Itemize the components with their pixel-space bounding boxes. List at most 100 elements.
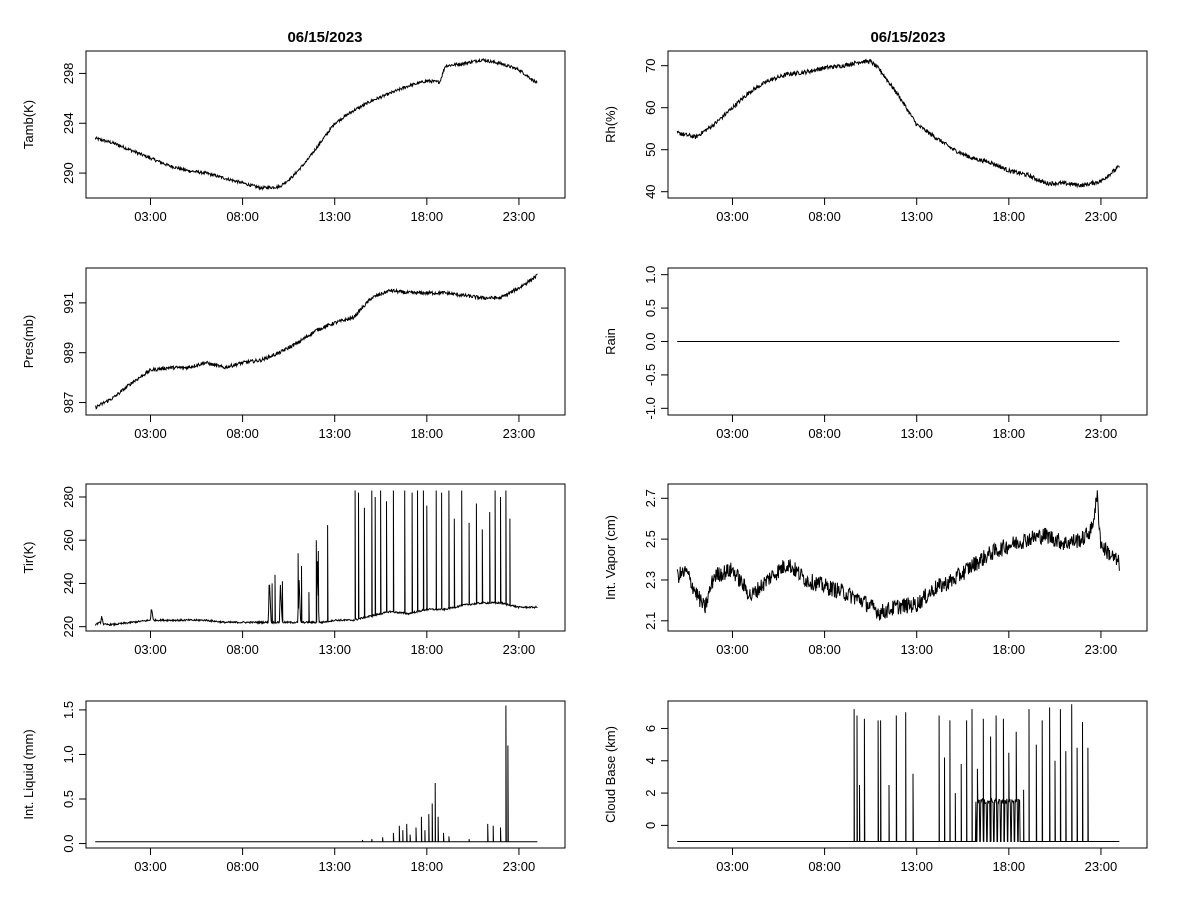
y-tick-label: 260	[61, 529, 76, 551]
y-tick-label: 6	[643, 725, 658, 732]
y-tick-label: 989	[61, 342, 76, 364]
x-tick-label: 18:00	[411, 642, 444, 657]
y-tick-label: 240	[61, 573, 76, 595]
y-tick-label: 2.5	[643, 530, 658, 548]
x-tick-label: 08:00	[808, 642, 841, 657]
x-tick-label: 03:00	[134, 426, 167, 441]
y-axis-label: Int. Vapor (cm)	[603, 515, 618, 600]
y-axis-label: Tamb(K)	[21, 100, 36, 149]
y-tick-label: 1.0	[643, 266, 658, 284]
panel-vapor: 03:00 08:00 13:00 18:00 23:00 2.1 2.3 2.5 2.7 Int…	[603, 483, 1148, 657]
x-tick-label: 23:00	[503, 859, 536, 874]
x-tick-label: 03:00	[716, 642, 749, 657]
x-tick-label: 08:00	[226, 642, 259, 657]
x-tick-label: 18:00	[993, 642, 1026, 657]
x-tick-label: 03:00	[716, 859, 749, 874]
panel-pres: 03:00 08:00 13:00 18:00 23:00 987 989 991 Pres(m…	[21, 267, 566, 441]
y-tick-label: 4	[643, 757, 658, 764]
y-tick-label: -0.5	[643, 364, 658, 386]
plot-frame	[85, 267, 566, 416]
x-tick-label: 23:00	[1085, 209, 1118, 224]
x-tick-label: 23:00	[503, 642, 536, 657]
x-tick-label: 08:00	[808, 209, 841, 224]
y-tick-label: 0.5	[61, 790, 76, 808]
y-tick-label: 60	[643, 100, 658, 114]
y-axis-label: Cloud Base (km)	[603, 726, 618, 823]
x-tick-label: 13:00	[318, 426, 351, 441]
series-line-pres	[95, 273, 538, 410]
panel-tamb: 03:00 08:00 13:00 18:00 23:00 290 294 298 Tamb(K…	[21, 50, 566, 224]
y-tick-label: 2.3	[643, 571, 658, 589]
plot-frame	[85, 50, 566, 199]
x-tick-label: 08:00	[808, 859, 841, 874]
x-tick-label: 13:00	[900, 642, 933, 657]
x-tick-label: 18:00	[993, 209, 1026, 224]
right-column-title: 06/15/2023	[870, 29, 945, 46]
plot-frame	[85, 483, 566, 632]
x-tick-label: 13:00	[318, 209, 351, 224]
y-tick-label: -1.0	[643, 397, 658, 419]
y-tick-label: 294	[61, 112, 76, 134]
y-tick-label: 2.7	[643, 489, 658, 507]
y-tick-label: 220	[61, 616, 76, 638]
x-tick-label: 03:00	[134, 859, 167, 874]
y-tick-label: 987	[61, 392, 76, 414]
y-tick-label: 0.0	[643, 332, 658, 350]
left-column-title: 06/15/2023	[287, 29, 362, 46]
x-tick-label: 13:00	[900, 426, 933, 441]
y-tick-label: 1.5	[61, 701, 76, 719]
series-line-liquid	[95, 705, 538, 843]
series-line-cloudbase	[677, 704, 1120, 842]
x-tick-label: 08:00	[226, 859, 259, 874]
y-axis-label: Pres(mb)	[21, 315, 36, 368]
y-tick-label: 280	[61, 486, 76, 508]
series-line-tir	[94, 490, 538, 627]
x-tick-label: 18:00	[993, 859, 1026, 874]
y-tick-label: 2	[643, 789, 658, 796]
panels: 03:00 08:00 13:00 18:00 23:00 290 294 298 Tamb(K…	[21, 50, 1148, 874]
y-tick-label: 40	[643, 184, 658, 198]
plot-frame	[667, 700, 1148, 849]
panel-cloudbase: 03:00 08:00 13:00 18:00 23:00 0 2 4 6 Cloud Base …	[603, 700, 1148, 874]
x-tick-label: 13:00	[900, 859, 933, 874]
panel-rh: 03:00 08:00 13:00 18:00 23:00 40 50 60 70 Rh(%)	[603, 50, 1148, 224]
y-tick-label: 298	[61, 63, 76, 85]
x-tick-label: 03:00	[134, 642, 167, 657]
panel-tir: 03:00 08:00 13:00 18:00 23:00 220 240 260 280 Tir…	[21, 483, 566, 657]
x-tick-label: 23:00	[1085, 426, 1118, 441]
series-line-tamb	[94, 57, 538, 191]
y-tick-label: 2.1	[643, 612, 658, 630]
x-tick-label: 23:00	[1085, 859, 1118, 874]
x-tick-label: 08:00	[226, 209, 259, 224]
y-axis-label: Tir(K)	[21, 541, 36, 573]
plot-frame	[667, 50, 1148, 199]
panel-liquid: 03:00 08:00 13:00 18:00 23:00 0.0 0.5 1.0 1.5 Int…	[21, 700, 566, 874]
x-tick-label: 08:00	[226, 426, 259, 441]
x-tick-label: 13:00	[900, 209, 933, 224]
x-tick-label: 23:00	[1085, 642, 1118, 657]
x-tick-label: 03:00	[716, 209, 749, 224]
plot-frame	[85, 700, 566, 849]
x-tick-label: 18:00	[411, 859, 444, 874]
y-tick-label: 0.0	[61, 835, 76, 853]
y-tick-label: 0	[643, 822, 658, 829]
x-tick-label: 08:00	[808, 426, 841, 441]
plot-frame	[667, 483, 1148, 632]
y-tick-label: 50	[643, 142, 658, 156]
x-tick-label: 23:00	[503, 426, 536, 441]
series-line-rh	[676, 58, 1120, 189]
y-tick-label: 991	[61, 292, 76, 314]
y-tick-label: 70	[643, 58, 658, 72]
y-tick-label: 290	[61, 162, 76, 184]
y-axis-label: Int. Liquid (mm)	[21, 729, 36, 819]
x-tick-label: 23:00	[503, 209, 536, 224]
y-tick-label: 1.0	[61, 745, 76, 763]
y-tick-label: 0.5	[643, 299, 658, 317]
series-line-vapor	[676, 490, 1120, 621]
x-tick-label: 13:00	[318, 859, 351, 874]
x-tick-label: 03:00	[716, 426, 749, 441]
y-axis-label: Rain	[603, 328, 618, 355]
x-tick-label: 03:00	[134, 209, 167, 224]
